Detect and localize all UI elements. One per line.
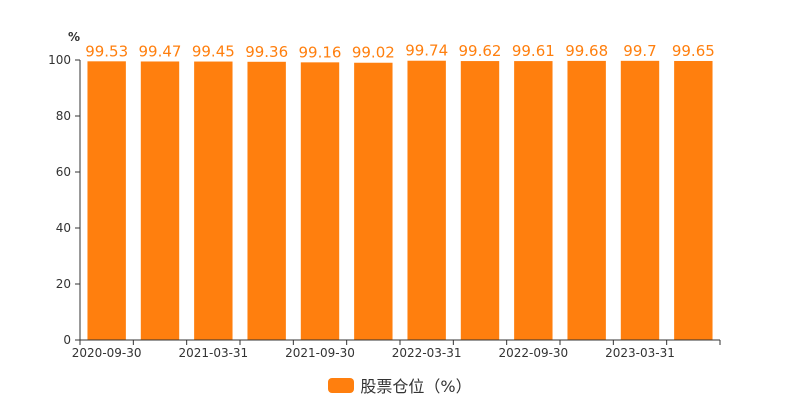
bar-value-label: 99.47 xyxy=(139,42,182,60)
y-unit-label: % xyxy=(68,30,80,44)
y-tick-label: 0 xyxy=(63,333,71,347)
y-tick-label: 40 xyxy=(56,221,71,235)
bar[interactable] xyxy=(674,60,713,340)
bar-value-label: 99.02 xyxy=(352,44,395,62)
bar[interactable] xyxy=(194,61,233,340)
bar[interactable] xyxy=(620,60,660,341)
y-tick-label: 20 xyxy=(56,277,71,291)
bar[interactable] xyxy=(87,61,126,340)
bar-value-label: 99.62 xyxy=(459,42,502,60)
bar[interactable] xyxy=(300,62,340,340)
bar-value-label: 99.61 xyxy=(512,42,555,60)
y-tick-label: 100 xyxy=(48,53,71,67)
bar-value-label: 99.68 xyxy=(565,42,608,60)
legend-swatch xyxy=(328,377,355,393)
x-tick-label: 2022-03-31 xyxy=(392,346,462,360)
bar-value-label: 99.7 xyxy=(623,42,656,60)
bar-value-label: 99.16 xyxy=(299,43,342,61)
bar[interactable] xyxy=(514,61,553,341)
x-tick-label: 2023-03-31 xyxy=(605,346,675,360)
x-tick-label: 2020-09-30 xyxy=(72,346,142,360)
bar[interactable] xyxy=(460,61,500,341)
bar[interactable] xyxy=(407,60,446,340)
y-tick-label: 80 xyxy=(56,109,71,123)
bars-layer xyxy=(87,60,713,341)
bar[interactable] xyxy=(567,60,606,341)
bar-value-label: 99.65 xyxy=(672,42,715,60)
axes-layer: 0 20 40 60 80 100% 2020-09-30 2021-03-31 2021-09… xyxy=(48,30,721,360)
legend-label: 股票仓位（%） xyxy=(360,377,472,396)
bar[interactable] xyxy=(354,62,393,341)
bar[interactable] xyxy=(247,61,286,340)
y-tick-label: 60 xyxy=(56,165,71,179)
value-labels-layer: 99.53 99.47 99.45 99.36 99.16 99.02 99.74 99.62… xyxy=(85,42,715,62)
x-tick-label: 2022-09-30 xyxy=(498,346,568,360)
x-tick-label: 2021-09-30 xyxy=(285,346,355,360)
x-tick-label: 2021-03-31 xyxy=(178,346,248,360)
bar-value-label: 99.36 xyxy=(245,43,288,61)
legend[interactable]: 股票仓位（%） xyxy=(0,373,800,397)
bar-value-label: 99.45 xyxy=(192,43,235,61)
bar-value-label: 99.74 xyxy=(405,42,448,60)
bar-value-label: 99.53 xyxy=(85,42,128,60)
bar[interactable] xyxy=(140,61,180,340)
